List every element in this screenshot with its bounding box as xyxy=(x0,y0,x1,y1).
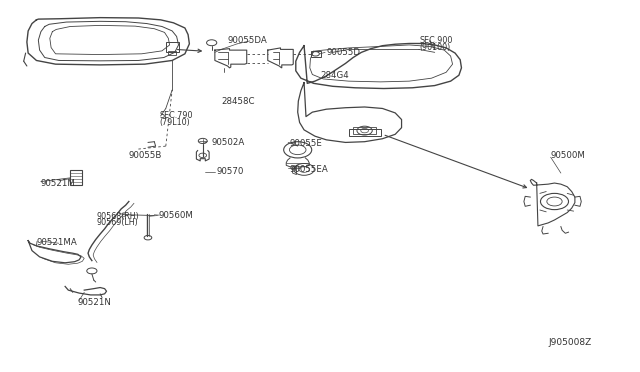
Text: 90055DA: 90055DA xyxy=(228,36,268,45)
Bar xyxy=(311,51,321,57)
Text: 90560M: 90560M xyxy=(158,211,193,220)
Bar xyxy=(70,170,82,185)
Bar xyxy=(166,42,179,52)
Text: 284G4: 284G4 xyxy=(320,71,349,80)
Text: 90521MA: 90521MA xyxy=(36,238,77,247)
Text: 90570: 90570 xyxy=(217,167,244,176)
Text: (79L10): (79L10) xyxy=(159,118,190,127)
Bar xyxy=(168,51,176,55)
Text: (90100): (90100) xyxy=(419,43,451,52)
Text: 90055B: 90055B xyxy=(129,151,162,160)
Text: 90500M: 90500M xyxy=(550,151,586,160)
Bar xyxy=(353,127,376,134)
Text: 90568(RH): 90568(RH) xyxy=(97,212,140,221)
Text: 90521N: 90521N xyxy=(78,298,112,307)
Text: J905008Z: J905008Z xyxy=(548,339,591,347)
Text: 90502A: 90502A xyxy=(212,138,245,147)
Bar xyxy=(349,129,381,136)
Text: 90055EA: 90055EA xyxy=(289,164,328,173)
Text: SEC.900: SEC.900 xyxy=(419,36,452,45)
Text: 90055D: 90055D xyxy=(326,48,360,57)
Text: 90569(LH): 90569(LH) xyxy=(97,218,139,227)
Text: 90521M: 90521M xyxy=(41,179,76,187)
Text: 90055E: 90055E xyxy=(289,139,323,148)
Text: 28458C: 28458C xyxy=(221,97,255,106)
Text: SEC.790: SEC.790 xyxy=(159,110,193,120)
